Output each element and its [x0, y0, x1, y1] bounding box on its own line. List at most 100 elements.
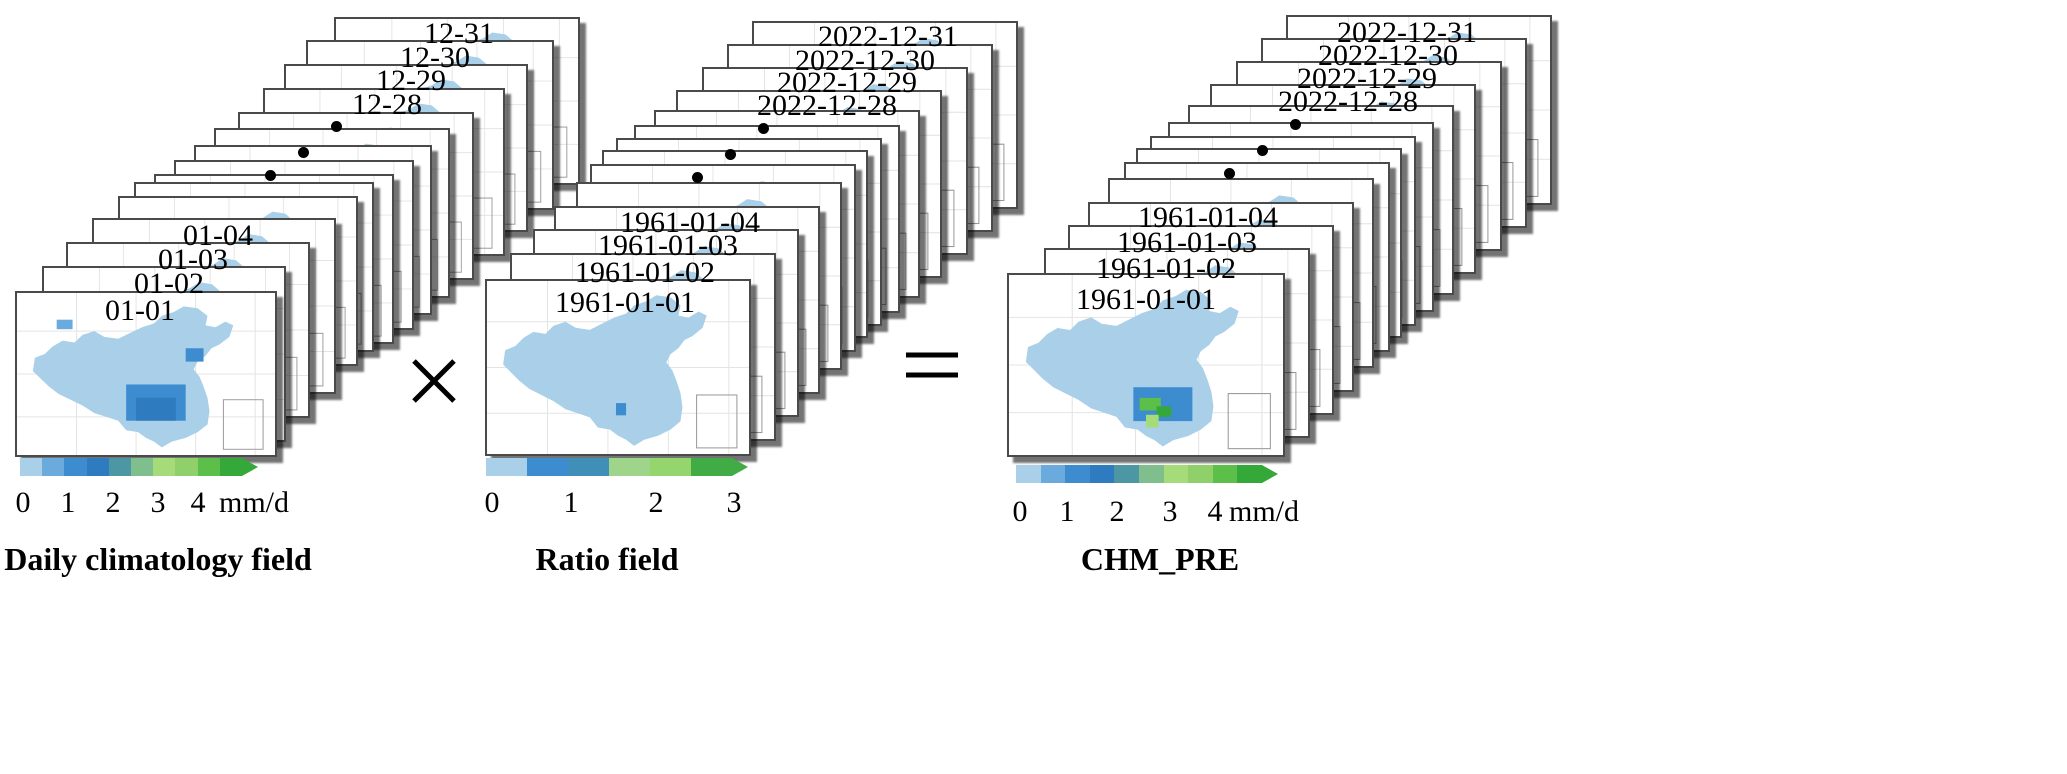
rain-patch	[1139, 397, 1161, 411]
colorbar-segment	[1114, 465, 1139, 483]
ellipsis-dot	[1257, 145, 1268, 156]
panel-caption: Daily climatology field	[4, 541, 312, 577]
ellipsis-dot	[725, 149, 736, 160]
rain-patch	[1156, 406, 1172, 417]
date-label: 01-04	[183, 219, 253, 252]
ellipsis-dot	[265, 170, 276, 181]
colorbar-tick: 2	[105, 486, 121, 519]
multiply-sign	[412, 359, 456, 403]
ellipsis-dot	[692, 172, 703, 183]
date-label: 1961-01-04	[1138, 201, 1278, 234]
date-label: 2022-12-29	[1297, 62, 1437, 95]
date-label: 12-29	[376, 64, 446, 97]
colorbar-extend-arrow	[732, 458, 748, 476]
colorbar	[486, 458, 750, 476]
map-card-front	[15, 291, 277, 457]
date-label: 1961-01-01	[1076, 283, 1216, 316]
colorbar-segment	[64, 458, 87, 476]
colorbar-tick: 4	[190, 486, 206, 519]
equals-sign	[906, 352, 958, 378]
colorbar-segment	[650, 458, 691, 476]
china-map-shape	[503, 295, 707, 446]
date-label: 12-31	[424, 17, 494, 50]
colorbar-segment	[691, 458, 732, 476]
colorbar-unit: mm/d	[219, 486, 290, 519]
colorbar-segment	[1163, 465, 1189, 483]
colorbar-segment	[1040, 465, 1066, 483]
colorbar-segment	[20, 458, 43, 476]
colorbar-tick: 3	[726, 486, 742, 519]
date-label: 2022-12-31	[1337, 16, 1477, 49]
date-label: 1961-01-03	[598, 229, 738, 262]
colorbar-segment	[1188, 465, 1213, 483]
colorbar-tick: 1	[60, 486, 76, 519]
colorbar-segment	[527, 458, 568, 476]
colorbar-tick: 1	[563, 486, 579, 519]
map-card-front	[485, 279, 751, 456]
date-label: 1961-01-03	[1117, 226, 1257, 259]
south-sea-inset	[1227, 393, 1271, 450]
ellipsis-dot	[1224, 168, 1235, 179]
panel-caption: Ratio field	[535, 541, 679, 577]
colorbar-segment	[219, 458, 242, 476]
colorbar-extend-arrow	[1261, 465, 1278, 483]
colorbar-segment	[1089, 465, 1115, 483]
colorbar-tick: 0	[1012, 495, 1028, 528]
ellipsis-dot	[331, 121, 342, 132]
colorbar-tick: 4	[1207, 495, 1223, 528]
date-label: 2022-12-30	[1318, 39, 1458, 72]
date-label: 2022-12-30	[795, 44, 935, 77]
colorbar-segment	[130, 458, 154, 476]
colorbar-segment	[86, 458, 109, 476]
date-label: 01-01	[105, 294, 175, 327]
colorbar-tick: 0	[484, 486, 500, 519]
colorbar-segment	[568, 458, 609, 476]
colorbar-tick: 2	[1109, 495, 1125, 528]
rain-patch	[56, 319, 73, 330]
colorbar-tick: 2	[648, 486, 664, 519]
colorbar-segment	[1065, 465, 1090, 483]
colorbar-segment	[197, 458, 220, 476]
colorbar-segment	[42, 458, 65, 476]
date-label: 1961-01-02	[1096, 252, 1236, 285]
colorbar-tick: 1	[1059, 495, 1075, 528]
colorbar-extend-arrow	[241, 458, 258, 476]
colorbar	[20, 458, 260, 476]
date-label: 1961-01-04	[620, 206, 760, 239]
colorbar-segment	[1237, 465, 1262, 483]
colorbar-segment	[175, 458, 198, 476]
colorbar-tick: 3	[150, 486, 166, 519]
colorbar-unit: mm/d	[1229, 495, 1300, 528]
colorbar-segment	[1138, 465, 1164, 483]
south-sea-inset	[696, 394, 738, 449]
colorbar-tick: 3	[1162, 495, 1178, 528]
date-label: 2022-12-29	[777, 66, 917, 99]
rain-patch	[615, 403, 627, 416]
panel-caption: CHM_PRE	[1080, 541, 1240, 577]
colorbar-segment	[609, 458, 650, 476]
date-label: 1961-01-02	[575, 256, 715, 289]
rain-patch	[1146, 414, 1159, 428]
ellipsis-dot	[298, 147, 309, 158]
date-label: 2022-12-28	[757, 89, 897, 122]
rain-patch	[185, 348, 204, 362]
colorbar-segment	[108, 458, 131, 476]
date-label: 01-02	[134, 267, 204, 300]
date-label: 12-30	[400, 41, 470, 74]
date-label: 01-03	[158, 243, 228, 276]
map-card-front	[1007, 273, 1285, 457]
colorbar-segment	[153, 458, 176, 476]
colorbar	[1016, 465, 1280, 483]
south-sea-inset	[222, 399, 264, 450]
ellipsis-dot	[1290, 119, 1301, 130]
colorbar-segment	[1016, 465, 1041, 483]
date-label: 2022-12-31	[818, 20, 958, 53]
colorbar-segment	[486, 458, 527, 476]
date-label: 1961-01-01	[555, 286, 695, 319]
date-label: 2022-12-28	[1278, 85, 1418, 118]
rain-patch	[136, 397, 176, 421]
date-label: 12-28	[352, 88, 422, 121]
ellipsis-dot	[758, 123, 769, 134]
colorbar-tick: 0	[15, 486, 31, 519]
colorbar-segment	[1212, 465, 1238, 483]
